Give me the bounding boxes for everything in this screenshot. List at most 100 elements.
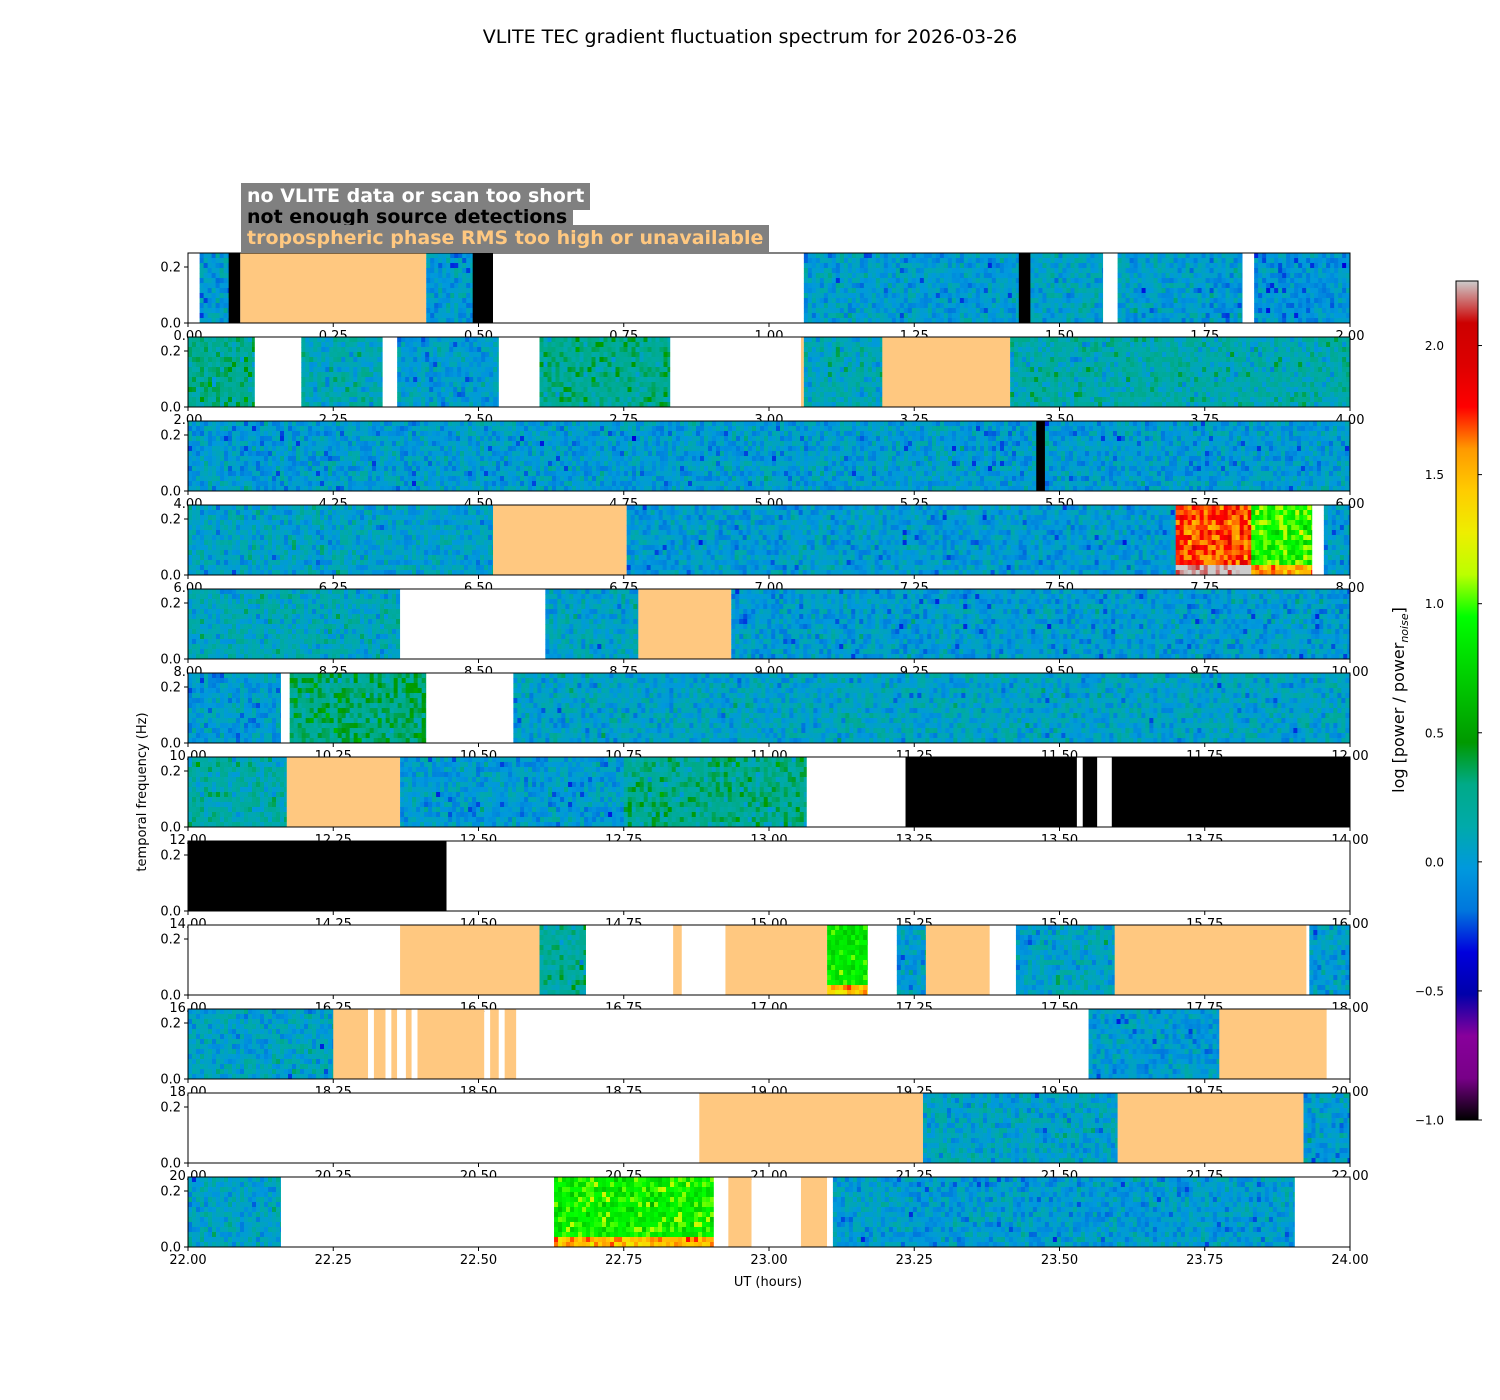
spectrum-cell (664, 392, 668, 397)
spectrum-cell (1286, 337, 1290, 342)
spectrum-cell (636, 397, 640, 402)
spectrum-cell (652, 352, 656, 357)
spectrum-cell (824, 308, 828, 313)
spectrum-cell (1262, 342, 1266, 347)
spectrum-cell (188, 431, 192, 436)
spectrum-cell (1330, 253, 1334, 258)
spectrum-cell (1286, 263, 1290, 268)
spectrum-cell (1222, 273, 1226, 278)
spectrum-cell (1186, 308, 1190, 313)
spectrum-cell (828, 357, 832, 362)
spectrum-cell (856, 372, 860, 377)
spectrum-cell (1170, 362, 1174, 367)
spectrum-cell (1274, 313, 1278, 318)
spectrum-cell (321, 362, 325, 367)
spectrum-cell (1070, 253, 1074, 258)
spectrum-cell (1058, 377, 1062, 382)
spectrum-cell (804, 372, 808, 377)
spectrum-cell (441, 372, 445, 377)
spectrum-cell (1342, 308, 1346, 313)
spectrum-cell (1194, 337, 1198, 342)
spectrum-cell (960, 268, 964, 273)
spectrum-cell (1262, 258, 1266, 263)
spectrum-cell (1210, 298, 1214, 303)
spectrum-cell (1330, 392, 1334, 397)
spectrum-cell (1134, 352, 1138, 357)
spectrum-cell (1202, 362, 1206, 367)
spectrum-cell (228, 382, 232, 387)
spectrum-cell (832, 387, 836, 392)
spectrum-cell (864, 342, 868, 347)
spectrum-cell (824, 278, 828, 283)
spectrum-cell (1290, 337, 1294, 342)
spectrum-cell (1010, 377, 1014, 382)
spectrum-cell (1098, 303, 1102, 308)
spectrum-cell (200, 352, 204, 357)
spectrum-cell (433, 362, 437, 367)
spectrum-cell (992, 263, 996, 268)
spectrum-cell (1202, 382, 1206, 387)
spectrum-cell (812, 313, 816, 318)
spectrum-cell (1016, 293, 1019, 298)
spectrum-cell (329, 342, 333, 347)
spectrum-cell (808, 278, 812, 283)
spectrum-cell (1234, 263, 1238, 268)
spectrum-cell (1094, 352, 1098, 357)
spectrum-cell (1246, 372, 1250, 377)
spectrum-cell (892, 268, 896, 273)
spectrum-cell (1238, 258, 1242, 263)
spectrum-cell (1062, 288, 1066, 293)
spectrum-cell (224, 377, 228, 382)
spectrum-cell (1338, 367, 1342, 372)
spectrum-cell (1254, 362, 1258, 367)
spectrum-cell (816, 293, 820, 298)
spectrum-cell (1318, 347, 1322, 352)
spectrum-cell (1106, 392, 1110, 397)
spectrum-cell (453, 362, 457, 367)
spectrum-cell (461, 357, 465, 362)
spectrum-cell (417, 387, 421, 392)
spectrum-cell (485, 372, 489, 377)
spectrum-cell (1306, 298, 1310, 303)
spectrum-cell (1202, 298, 1206, 303)
spectrum-cell (188, 342, 192, 347)
spectrum-cell (856, 268, 860, 273)
spectrum-cell (1270, 342, 1274, 347)
spectrum-cell (556, 377, 560, 382)
spectrum-cell (365, 377, 369, 382)
spectrum-cell (333, 392, 337, 397)
spectrum-cell (1178, 268, 1182, 273)
spectrum-cell (434, 293, 438, 298)
spectrum-cell (1270, 273, 1274, 278)
spectrum-cell (1000, 303, 1004, 308)
spectrum-cell (1238, 278, 1242, 283)
spectrum-cell (584, 362, 588, 367)
spectrum-cell (232, 397, 236, 402)
spectrum-cell (596, 397, 600, 402)
spectrum-cell (305, 367, 309, 372)
spectrum-cell (1050, 352, 1054, 357)
spectrum-cell (840, 397, 844, 402)
spectrum-cell (1086, 382, 1090, 387)
spectrum-cell (560, 377, 564, 382)
spectrum-cell (1122, 382, 1126, 387)
spectrum-cell (196, 387, 200, 392)
spectrum-cell (493, 357, 497, 362)
spectrum-cell (317, 382, 321, 387)
spectrum-cell (1294, 273, 1298, 278)
spectrum-cell (1190, 258, 1194, 263)
spectrum-cell (1310, 352, 1314, 357)
spectrum-cell (228, 337, 232, 342)
spectrum-cell (1234, 303, 1238, 308)
spectrum-cell (204, 278, 208, 283)
spectrum-cell (884, 278, 888, 283)
spectrum-cell (1298, 293, 1302, 298)
spectrum-cell (457, 387, 461, 392)
spectrum-cell (580, 357, 584, 362)
spectrum-cell (473, 362, 477, 367)
spectrum-cell (1298, 288, 1302, 293)
spectrum-cell (1034, 278, 1038, 283)
spectrum-cell (1182, 387, 1186, 392)
spectrum-cell (648, 342, 652, 347)
spectrum-cell (912, 293, 916, 298)
